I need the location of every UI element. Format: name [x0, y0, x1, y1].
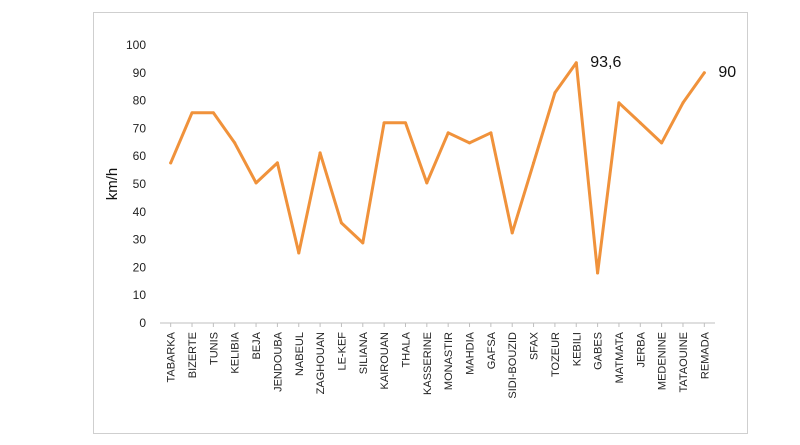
x-tick-label: GAFSA	[486, 331, 498, 369]
data-point	[169, 161, 173, 165]
data-point	[532, 161, 536, 165]
x-tick-label: THALA	[400, 331, 412, 367]
x-tick-label: NABEUL	[294, 332, 306, 376]
data-point	[617, 101, 621, 105]
y-tick-label: 100	[126, 38, 146, 52]
y-tick-label: 30	[133, 233, 147, 247]
y-tick-label: 80	[133, 94, 147, 108]
y-tick-label: 90	[133, 66, 147, 80]
data-point	[596, 271, 600, 275]
x-tick-label: JERBA	[635, 331, 647, 367]
x-tick-label: GABES	[593, 332, 605, 370]
x-tick-label: MAHDIA	[465, 331, 477, 374]
data-point	[425, 181, 429, 185]
data-point	[254, 181, 258, 185]
data-point	[510, 231, 514, 235]
data-point	[681, 101, 685, 105]
series-line	[169, 61, 706, 275]
data-point	[382, 121, 386, 125]
annotation-layer: 93,6 90	[590, 54, 736, 81]
data-label: 90	[718, 64, 736, 81]
data-point	[275, 161, 279, 165]
chart-frame	[93, 12, 748, 434]
data-point	[702, 71, 706, 75]
x-tick-label: KELIBIA	[230, 331, 242, 373]
y-tick-label: 0	[139, 316, 146, 330]
x-tick-label: MATMATA	[614, 331, 626, 383]
x-tick-label: REMADA	[699, 331, 711, 379]
x-tick-label: TATAOUINE	[678, 332, 690, 393]
data-point	[489, 131, 493, 135]
y-tick-label: 70	[133, 121, 147, 135]
x-tick-label: KASSERINE	[422, 332, 434, 395]
x-tick-label: KEBILI	[571, 332, 583, 366]
data-point	[403, 121, 407, 125]
x-tick-label: BEJA	[251, 331, 263, 359]
data-point	[638, 121, 642, 125]
x-tick-label: TABARKA	[166, 331, 178, 382]
data-point	[553, 91, 557, 95]
y-tick-label: 10	[133, 288, 147, 302]
x-tick-label: MONASTIR	[443, 332, 455, 390]
data-point	[233, 141, 237, 145]
y-tick-label: 20	[133, 260, 147, 274]
x-tick-label: SIDI-BOUZID	[507, 332, 519, 399]
data-point	[297, 251, 301, 255]
data-point	[660, 141, 664, 145]
x-tick-label: TOZEUR	[550, 332, 562, 377]
x-tick-label: TUNIS	[208, 332, 220, 365]
data-point	[339, 221, 343, 225]
x-tick-label: JENDOUBA	[272, 331, 284, 392]
x-tick-label: LE-KEF	[336, 332, 348, 371]
data-point	[361, 241, 365, 245]
data-point	[446, 131, 450, 135]
x-axis-ticks: TABARKA BIZERTE TUNIS KELIBIA BEJA JENDOUBA NA…	[166, 323, 711, 399]
x-tick-label: ZAGHOUAN	[315, 332, 327, 394]
y-tick-label: 50	[133, 177, 147, 191]
y-axis-title: km/h	[104, 168, 121, 201]
data-label: 93,6	[590, 54, 621, 71]
data-point	[318, 151, 322, 155]
data-point	[468, 141, 472, 145]
data-point	[574, 61, 578, 65]
data-point	[211, 111, 215, 115]
x-tick-label: SILIANA	[358, 331, 370, 374]
x-tick-label: SFAX	[529, 331, 541, 360]
y-axis-ticks: 0 10 20 30 40 50 60 70 80 90 100	[126, 38, 146, 330]
x-tick-label: BIZERTE	[187, 332, 199, 378]
y-tick-label: 40	[133, 205, 147, 219]
x-tick-label: KAIROUAN	[379, 332, 391, 390]
y-tick-label: 60	[133, 149, 147, 163]
data-point	[190, 111, 194, 115]
series-layer	[169, 61, 706, 275]
x-tick-label: MEDENINE	[657, 332, 669, 390]
